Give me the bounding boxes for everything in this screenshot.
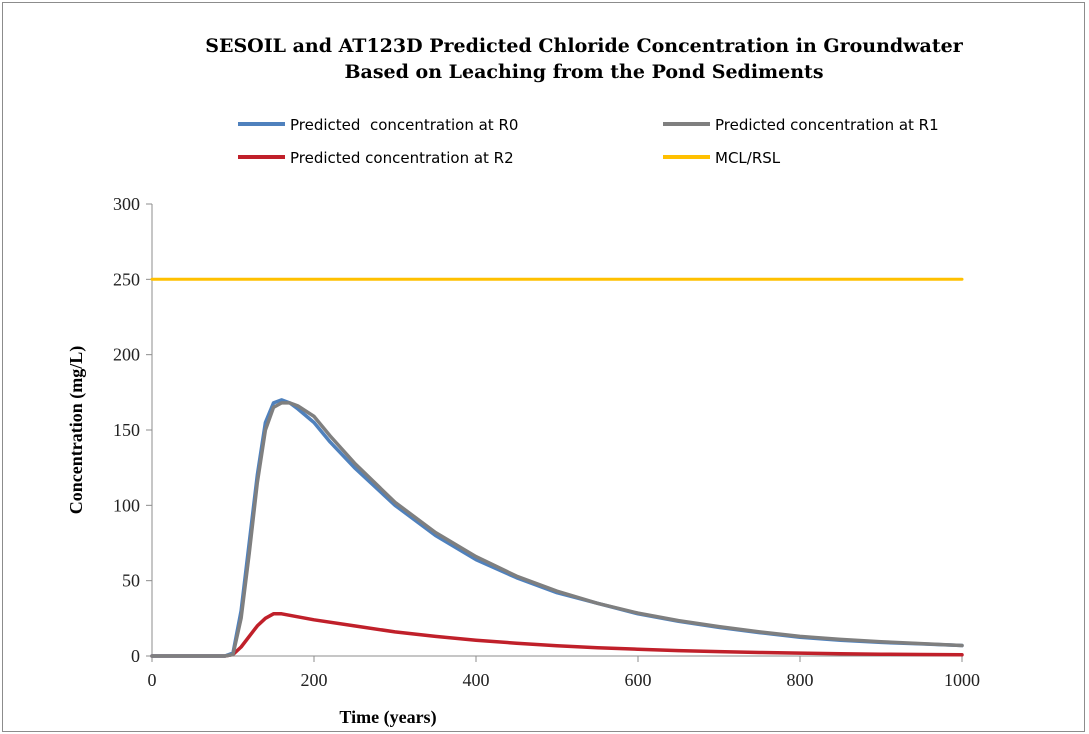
- x-tick-label: 600: [625, 670, 652, 690]
- legend-label-2: Predicted concentration at R1: [715, 116, 939, 134]
- series-line-2: [150, 401, 964, 658]
- x-tick-label: 800: [787, 670, 814, 690]
- x-tick-label: 400: [463, 670, 490, 690]
- x-tick-label: 1000: [944, 670, 980, 690]
- y-tick-label: 50: [122, 571, 140, 591]
- legend-label-1: Predicted concentration at R0: [290, 116, 518, 134]
- y-tick-label: 200: [113, 345, 140, 365]
- y-tick-label: 0: [131, 646, 140, 666]
- y-tick-label: 250: [113, 269, 140, 289]
- x-ticks: 0 200 400 600 800 1000: [148, 656, 980, 690]
- series-lines: [150, 277, 964, 658]
- x-axis-title: Time (years): [339, 707, 436, 728]
- chart-subtitle: Based on Leaching from the Pond Sediment…: [344, 61, 823, 83]
- series-line-3: [150, 612, 964, 658]
- x-tick-label: 200: [301, 670, 328, 690]
- legend: Predicted concentration at R0 Predicted c…: [238, 116, 939, 167]
- legend-label-4: MCL/RSL: [715, 149, 781, 167]
- series-line-1: [150, 398, 964, 658]
- y-tick-label: 100: [113, 495, 140, 515]
- y-ticks: 0 50 100 150 200 250 300: [113, 194, 152, 666]
- y-axis-title: Concentration (mg/L): [66, 346, 87, 514]
- plot-area: 0 50 100 150 200 250 300 0 200 400 600 800 1000: [113, 194, 980, 690]
- y-tick-label: 150: [113, 420, 140, 440]
- x-tick-label: 0: [148, 670, 157, 690]
- y-tick-label: 300: [113, 194, 140, 214]
- chart-title: SESOIL and AT123D Predicted Chloride Con…: [205, 35, 963, 57]
- legend-label-3: Predicted concentration at R2: [290, 149, 514, 167]
